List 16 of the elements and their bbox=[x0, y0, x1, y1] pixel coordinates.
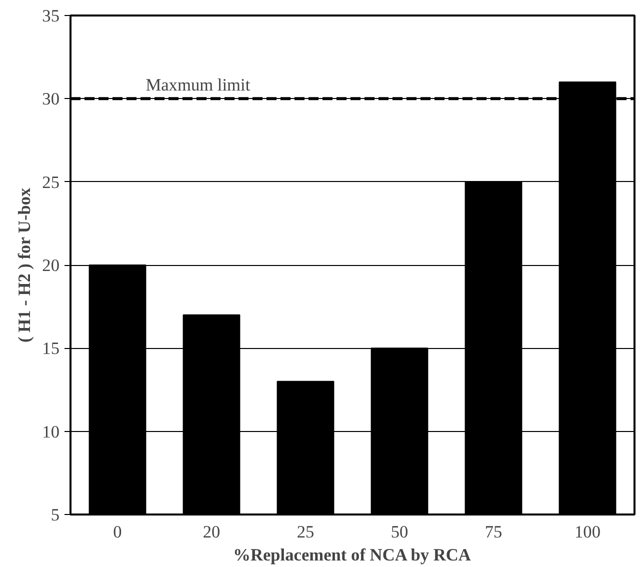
y-tick-label: 5 bbox=[50, 506, 60, 524]
y-tick-label: 35 bbox=[42, 6, 60, 26]
y-axis-title: ( H1 - H2 ) for U-box bbox=[15, 187, 34, 342]
x-tick-label: 20 bbox=[202, 522, 220, 542]
y-tick-label: 10 bbox=[42, 422, 60, 442]
x-tick-label: 75 bbox=[484, 522, 502, 542]
x-tick-label: 100 bbox=[574, 522, 601, 542]
y-tick-label: 30 bbox=[42, 90, 60, 109]
y-tick-label: 20 bbox=[42, 256, 60, 275]
y-tick-label: 15 bbox=[42, 339, 60, 358]
x-axis-title: %Replacement of NCA by RCA bbox=[233, 546, 472, 564]
x-tick-label: 25 bbox=[296, 522, 314, 542]
ref-line-label: Maxmum limit bbox=[146, 76, 250, 95]
x-tick-label: 0 bbox=[113, 522, 122, 542]
x-tick-label: 50 bbox=[390, 522, 408, 542]
y-tick-label: 25 bbox=[42, 172, 60, 192]
